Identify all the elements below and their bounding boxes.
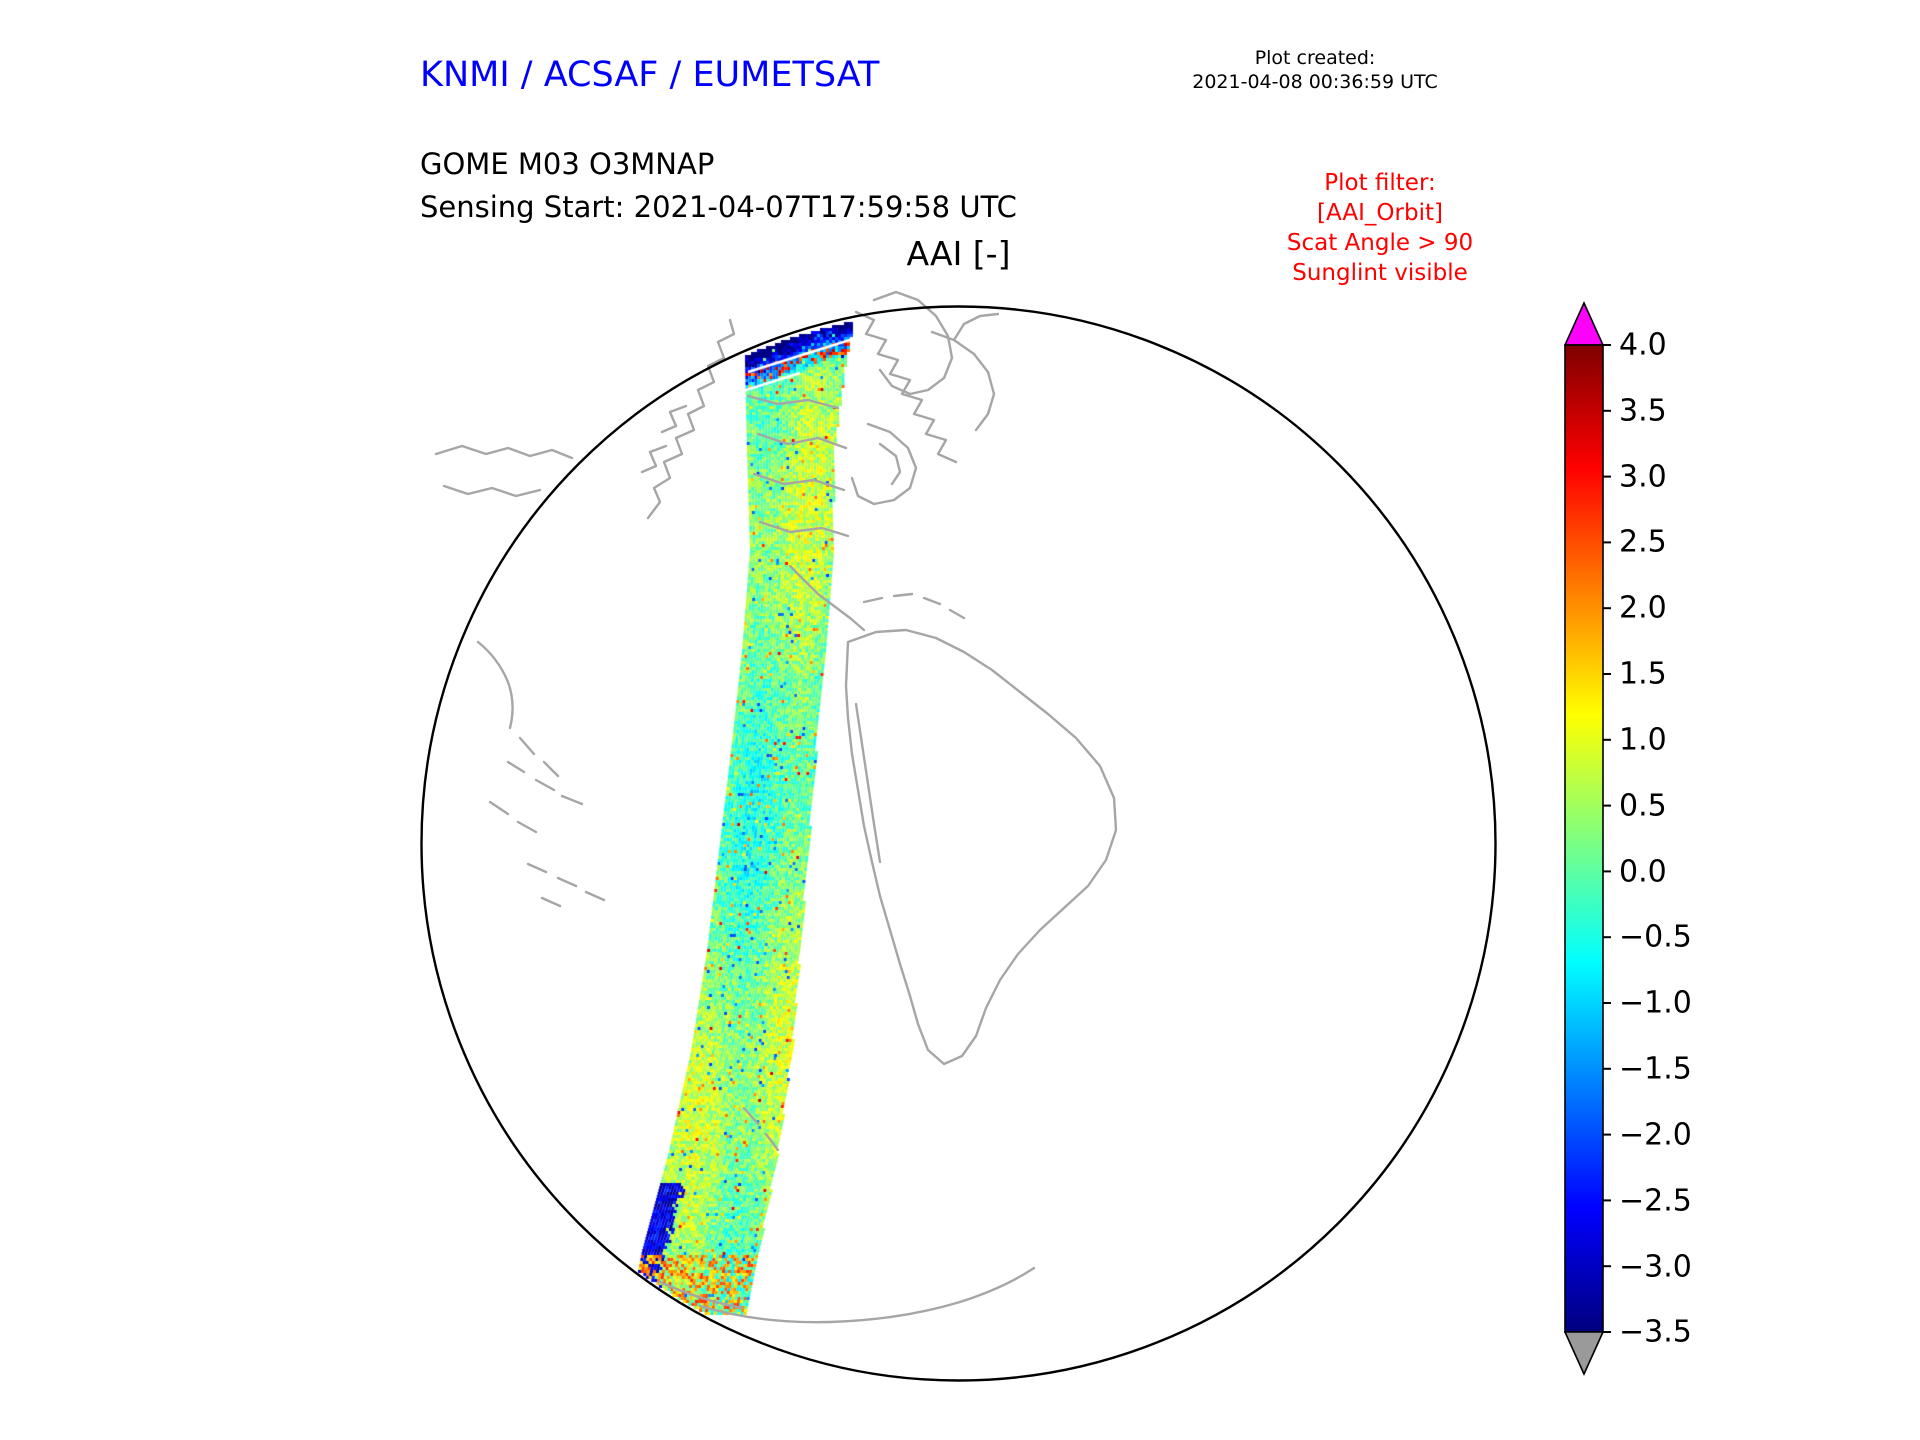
coastline bbox=[872, 290, 954, 396]
colorbar-tick-label: −1.5 bbox=[1619, 1052, 1692, 1087]
colorbar-tick-label: 1.5 bbox=[1619, 657, 1667, 692]
coastlines bbox=[434, 290, 1118, 1324]
coastline bbox=[646, 318, 736, 520]
colorbar-tick-label: −2.5 bbox=[1619, 1184, 1692, 1219]
colorbar-tick-label: −1.0 bbox=[1619, 986, 1692, 1021]
coastline bbox=[930, 312, 1000, 432]
colorbar: 4.0 3.5 3.0 2.5 2.0 1.5 1.0 0.5 0.0 −0.5… bbox=[1563, 301, 1692, 1376]
colorbar-over-triangle bbox=[1563, 301, 1605, 346]
coastline bbox=[640, 404, 688, 474]
coastline bbox=[844, 628, 1118, 1066]
colorbar-tick-label: −2.0 bbox=[1619, 1118, 1692, 1153]
colorbar-under-triangle bbox=[1563, 1331, 1605, 1376]
coastline bbox=[658, 1266, 1036, 1324]
colorbar-tick-label: 4.0 bbox=[1619, 328, 1667, 363]
colorbar-tick-label: 2.0 bbox=[1619, 591, 1667, 626]
coastline bbox=[746, 394, 850, 538]
colorbar-ticks bbox=[1603, 344, 1611, 1333]
colorbar-bar bbox=[1564, 344, 1604, 1333]
coastline bbox=[476, 640, 560, 778]
coastline bbox=[850, 422, 918, 506]
colorbar-tick-label: −3.5 bbox=[1619, 1315, 1692, 1350]
coastline bbox=[526, 862, 606, 908]
coastline bbox=[862, 592, 966, 620]
globe-outline bbox=[420, 305, 1497, 1382]
colorbar-tick-label: 3.0 bbox=[1619, 460, 1667, 495]
colorbar-tick-label: −0.5 bbox=[1619, 920, 1692, 955]
colorbar-tick-label: 3.5 bbox=[1619, 394, 1667, 429]
coastline bbox=[854, 702, 882, 864]
coastline bbox=[434, 444, 574, 498]
colorbar-tick-label: 2.5 bbox=[1619, 525, 1667, 560]
colorbar-tick-label: −3.0 bbox=[1619, 1250, 1692, 1285]
coastline bbox=[488, 760, 584, 834]
colorbar-tick-label: 0.0 bbox=[1619, 855, 1667, 890]
colorbar-tick-label: 0.5 bbox=[1619, 789, 1667, 824]
colorbar-tick-labels: 4.0 3.5 3.0 2.5 2.0 1.5 1.0 0.5 0.0 −0.5… bbox=[1619, 328, 1692, 1350]
coastline bbox=[742, 1106, 780, 1152]
coastline bbox=[788, 564, 866, 632]
colorbar-tick-label: 1.0 bbox=[1619, 723, 1667, 758]
coastline bbox=[854, 310, 958, 464]
